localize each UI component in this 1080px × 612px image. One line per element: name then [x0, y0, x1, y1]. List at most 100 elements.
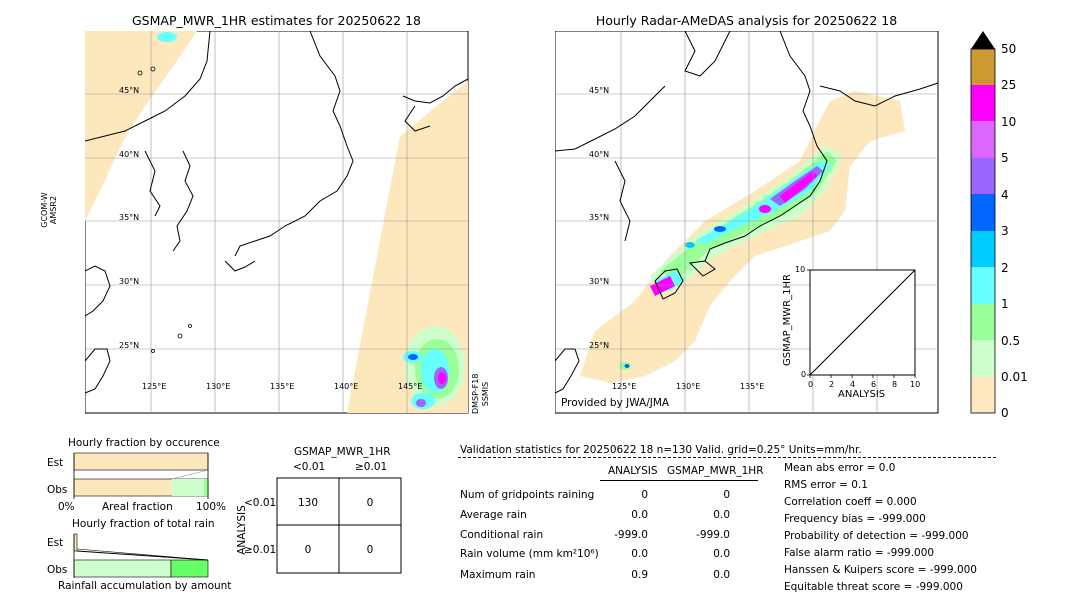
left-lat-40: 40°N [119, 150, 140, 159]
occurrence-est-label: Est [47, 457, 64, 469]
left-map [85, 31, 469, 414]
left-rain-cluster [157, 32, 465, 409]
right-lat-25: 25°N [589, 341, 610, 350]
inset-xlabel: ANALYSIS [838, 389, 886, 400]
colorbar-label-50: 50 [1001, 42, 1017, 56]
inset-xtick-4: 4 [850, 380, 856, 389]
left-swath-west [85, 31, 197, 221]
colorbar-label-2: 2 [1001, 261, 1009, 275]
colorbar-label-25: 25 [1001, 78, 1017, 92]
inset-diagonal [809, 269, 916, 376]
inset-xtick-10: 10 [910, 380, 921, 389]
colorbar-label-3: 3 [1001, 224, 1009, 238]
inset-xtick-6: 6 [871, 380, 877, 389]
contingency-col-lt: <0.01 [293, 461, 326, 473]
left-coastline [85, 31, 469, 394]
contingency-row-lt: <0.01 [244, 497, 277, 509]
validation-row-gsmap: 0 [723, 489, 730, 501]
occurrence-obs-label: Obs [47, 484, 68, 496]
occurrence-xlabel: Areal fraction [102, 501, 173, 513]
occurrence-est-bar [73, 452, 209, 471]
validation-row-gsmap: -999.0 [696, 529, 730, 541]
validation-col-analysis: ANALYSIS [608, 465, 658, 477]
right-side-label-2: SSMIS [481, 381, 490, 407]
colorbar-label-5: 5 [1001, 151, 1009, 165]
validation-row-label: Conditional rain [460, 529, 544, 541]
left-lon-130: 130°E [206, 382, 231, 391]
left-lat-35: 35°N [119, 213, 140, 222]
inset-ytick-10: 10 [795, 265, 806, 274]
contingency-row-ge: ≥0.01 [244, 544, 277, 556]
right-lat-45: 45°N [589, 86, 610, 95]
validation-row-label: Rain volume (mm km²10⁶) [460, 548, 599, 560]
validation-row-label: Average rain [460, 509, 527, 521]
colorbar-label-4: 4 [1001, 188, 1009, 202]
right-lon-125: 125°E [612, 382, 637, 391]
score-frequency-bias: Frequency bias = -999.000 [784, 513, 926, 525]
occurrence-title: Hourly fraction by occurence [68, 437, 220, 449]
right-map-title: Hourly Radar-AMeDAS analysis for 2025062… [595, 13, 898, 28]
colorbar-label-1: 1 [1001, 297, 1009, 311]
right-lat-30: 30°N [589, 277, 610, 286]
total-rain-obs-light [73, 559, 172, 578]
contingency-col-ge: ≥0.01 [355, 461, 388, 473]
right-coastline [555, 31, 939, 394]
left-small-islands [137, 66, 192, 353]
right-side-label-1: DMSP-F18 [471, 373, 480, 414]
inset-ytick-0: 0 [801, 370, 807, 379]
validation-row-gsmap: 0.0 [713, 569, 730, 581]
occurrence-chart [73, 452, 209, 499]
score-hk: Hanssen & Kuipers score = -999.000 [784, 564, 977, 576]
contingency-cell-10: 0 [304, 544, 312, 556]
score-far: False alarm ratio = -999.000 [784, 547, 935, 559]
left-lat-45: 45°N [119, 86, 140, 95]
validation-header: Validation statistics for 20250622 18 n=… [460, 444, 862, 456]
inset-ylabel: GSMAP_MWR_1HR [782, 274, 793, 366]
right-lon-135: 135°E [740, 382, 765, 391]
validation-row-analysis: 0.9 [631, 569, 648, 581]
contingency-cell-11: 0 [366, 544, 374, 556]
left-map-title: GSMAP_MWR_1HR estimates for 20250622 18 [132, 13, 421, 28]
total-rain-est-bar [73, 533, 78, 552]
data-credit: Provided by JWA/JMA [561, 397, 670, 409]
inset-xtick-2: 2 [829, 380, 835, 389]
occurrence-x-left: 0% [58, 501, 75, 513]
left-lon-125: 125°E [142, 382, 167, 391]
right-lat-40: 40°N [589, 150, 610, 159]
inset-xtick-0: 0 [808, 380, 814, 389]
validation-row-analysis: 0 [641, 489, 648, 501]
left-lon-135: 135°E [270, 382, 295, 391]
total-rain-xlabel: Rainfall accumulation by amount [58, 580, 232, 592]
left-lon-140: 140°E [334, 382, 359, 391]
inset-scatter [807, 269, 916, 378]
colorbar-label-0-01: 0.01 [1001, 370, 1028, 384]
total-rain-chart [73, 533, 209, 578]
right-lon-130: 130°E [676, 382, 701, 391]
total-rain-obs-label: Obs [47, 564, 68, 576]
validation-row-analysis: 0.0 [631, 509, 648, 521]
total-rain-est-label: Est [47, 537, 64, 549]
colorbar [970, 31, 996, 414]
colorbar-label-0-5: 0.5 [1001, 334, 1021, 348]
occurrence-x-right: 100% [196, 501, 227, 513]
colorbar-label-10: 10 [1001, 115, 1017, 129]
occurrence-obs-light [172, 479, 204, 496]
score-correlation: Correlation coeff = 0.000 [784, 496, 917, 508]
contingency-grid [276, 477, 402, 574]
left-side-label-1: GCOM-W [40, 192, 49, 228]
validation-row-label: Num of gridpoints raining [460, 489, 595, 501]
validation-row-label: Maximum rain [460, 569, 536, 581]
score-rms-error: RMS error = 0.1 [784, 479, 868, 491]
validation-col-underline [600, 480, 758, 481]
left-lon-145: 145°E [398, 382, 423, 391]
contingency-cell-01: 0 [366, 497, 374, 509]
validation-col-gsmap: GSMAP_MWR_1HR [667, 465, 764, 477]
validation-row-gsmap: 0.0 [713, 509, 730, 521]
left-side-label-2: AMSR2 [49, 195, 58, 225]
contingency-title: GSMAP_MWR_1HR [294, 446, 391, 458]
validation-divider [458, 457, 996, 458]
right-lat-35: 35°N [589, 213, 610, 222]
validation-row-gsmap: 0.0 [713, 548, 730, 560]
inset-xtick-8: 8 [892, 380, 898, 389]
left-lat-30: 30°N [119, 277, 140, 286]
